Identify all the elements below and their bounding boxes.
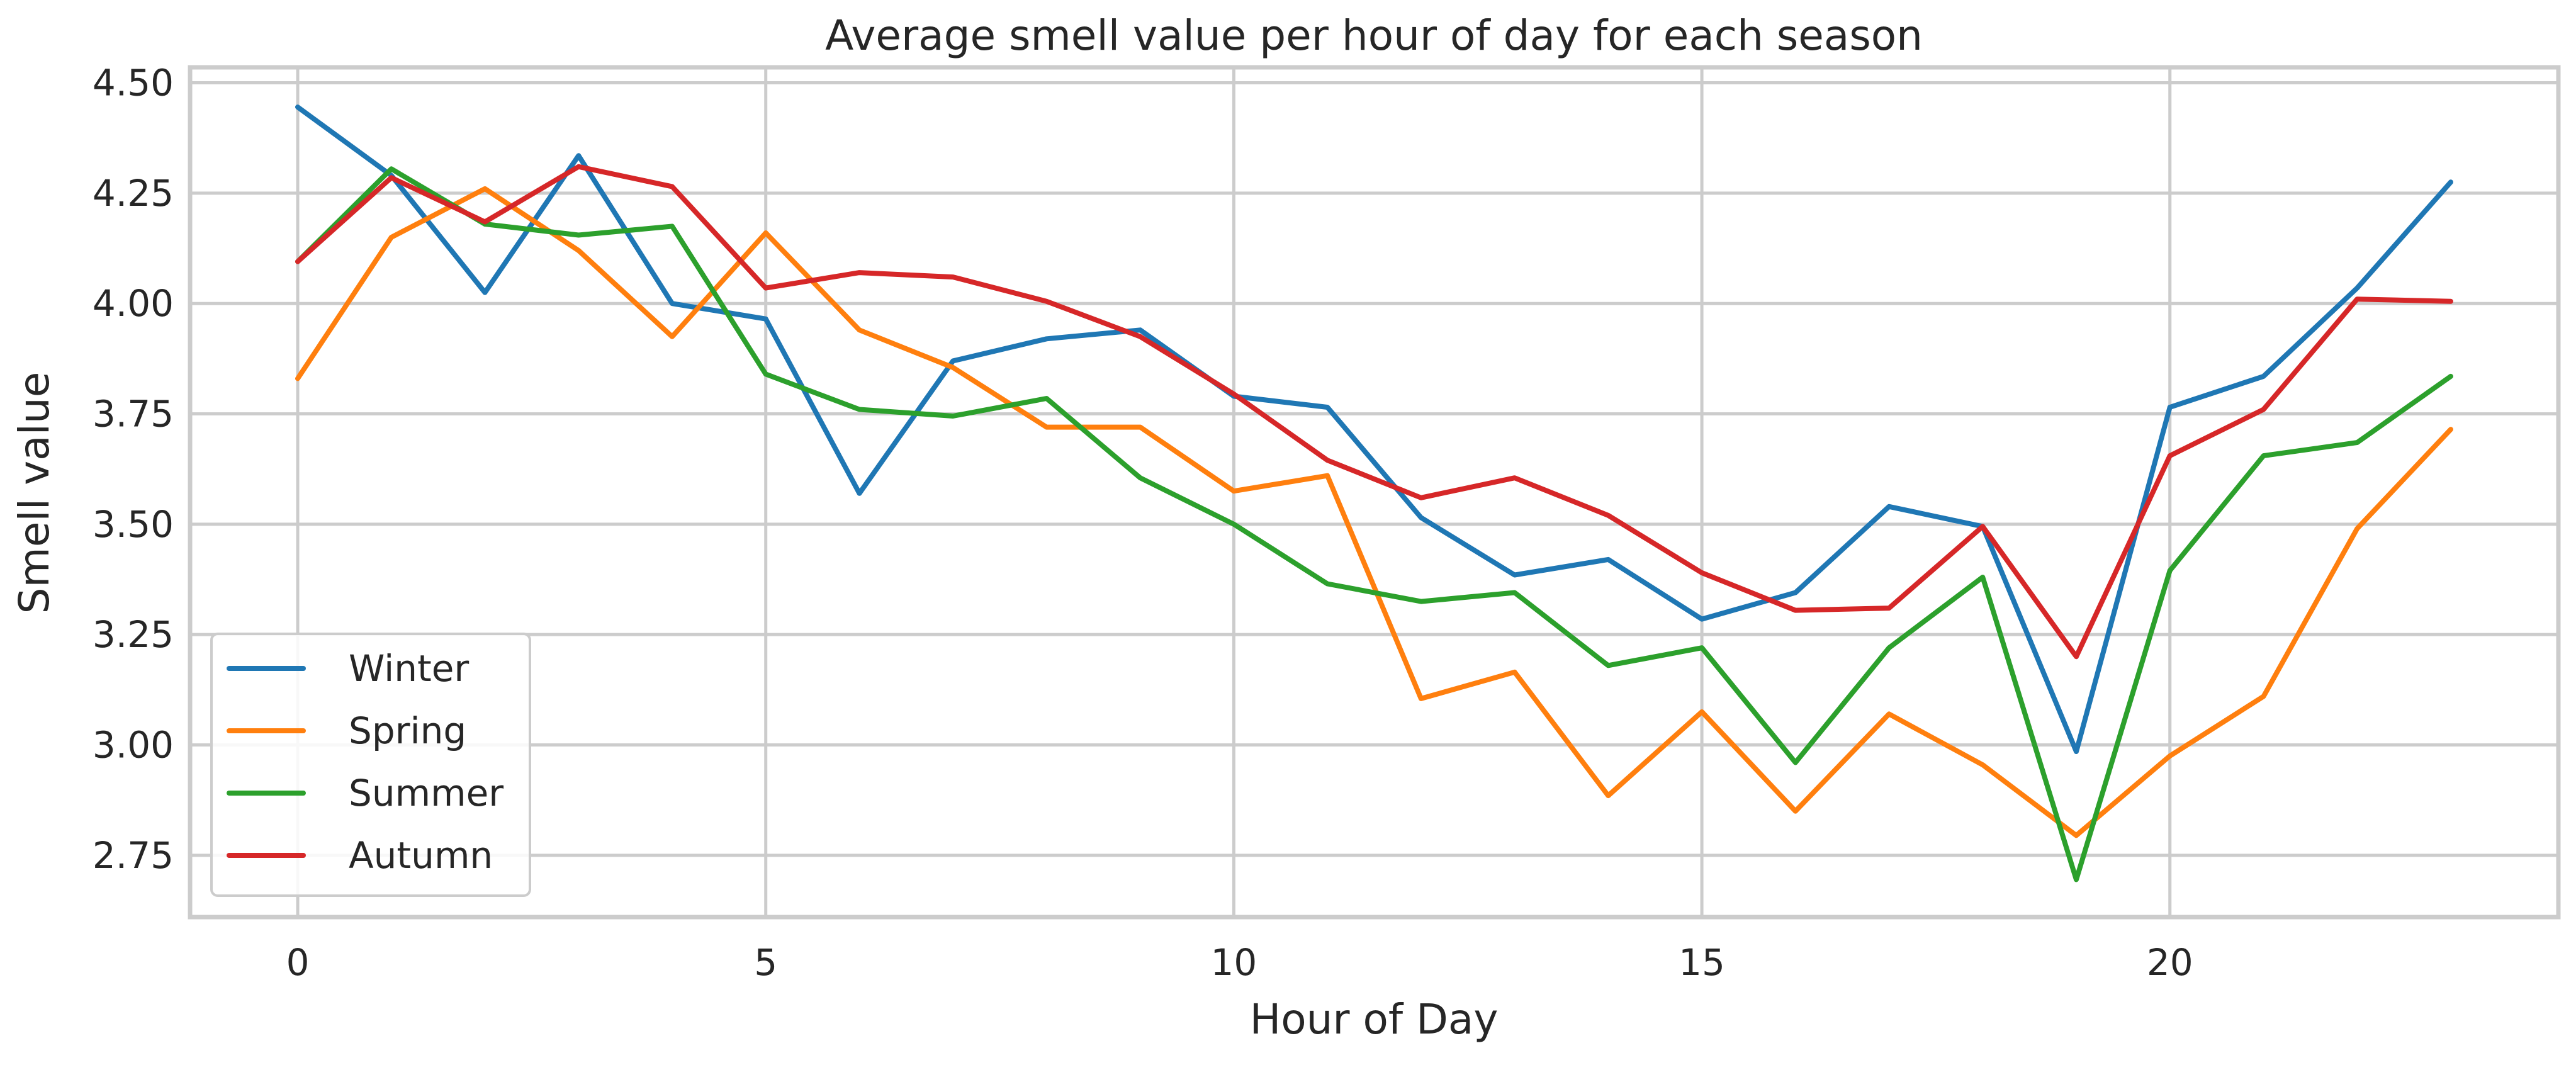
x-axis-ticks: 0 5 10 15 20: [286, 941, 2193, 984]
legend-label-summer: Summer: [349, 772, 503, 814]
legend-label-spring: Spring: [349, 709, 466, 752]
y-tick-label: 4.25: [93, 172, 174, 215]
series-line-summer: [295, 166, 2453, 882]
legend-label-winter: Winter: [349, 647, 469, 690]
y-tick-label: 3.00: [93, 723, 174, 766]
legend: Winter Spring Summer Autumn: [210, 633, 531, 897]
y-tick-label: 2.75: [93, 834, 174, 877]
y-tick-label: 3.50: [93, 503, 174, 546]
x-tick-label: 0: [286, 941, 310, 984]
series-lines: [295, 104, 2453, 882]
y-tick-label: 3.25: [93, 613, 174, 656]
x-tick-label: 10: [1210, 941, 1257, 984]
x-axis-label: Hour of Day: [1250, 995, 1499, 1044]
series-line-winter: [295, 104, 2453, 754]
y-tick-label: 4.00: [93, 282, 174, 325]
y-tick-label: 3.75: [93, 393, 174, 436]
chart-title: Average smell value per hour of day for …: [825, 11, 1923, 60]
legend-frame: [210, 633, 531, 897]
y-axis-ticks: 2.75 3.00 3.25 3.50 3.75 4.00 4.25 4.50: [93, 62, 174, 877]
x-tick-label: 20: [2147, 941, 2193, 984]
series-line-spring: [295, 186, 2453, 838]
series-line-autumn: [295, 164, 2453, 660]
plot-frame: [188, 65, 2561, 920]
x-tick-label: 5: [754, 941, 777, 984]
legend-label-autumn: Autumn: [349, 834, 493, 877]
x-tick-label: 15: [1679, 941, 1725, 984]
gridlines: [190, 67, 2558, 917]
y-axis-label: Smell value: [10, 372, 59, 614]
y-tick-label: 4.50: [93, 62, 174, 104]
